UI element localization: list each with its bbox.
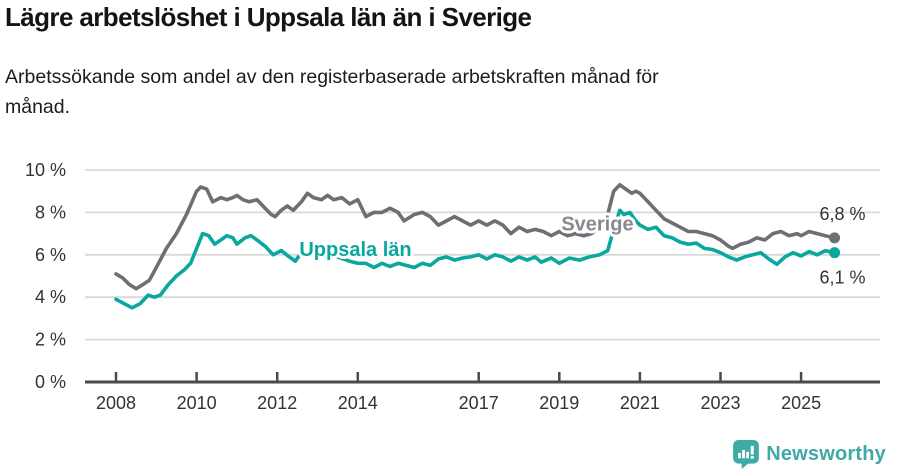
chart-title: Lägre arbetslöshet i Uppsala län än i Sv… [5, 2, 532, 32]
series-inline-label: Sverige [561, 213, 633, 235]
y-axis-tick-label: 6 % [35, 245, 66, 265]
x-axis-tick-label: 2019 [539, 393, 579, 413]
x-axis-tick-label: 2017 [459, 393, 499, 413]
y-axis-tick-label: 0 % [35, 372, 66, 392]
y-axis-tick-label: 10 % [25, 160, 66, 180]
series-end-value-label: 6,1 % [820, 268, 866, 288]
series-line-uppsala-län [114, 208, 837, 310]
x-axis-tick-label: 2021 [620, 393, 660, 413]
chart-subtitle: Arbetssökande som andel av den registerb… [5, 62, 659, 122]
chart-subtitle-line1: Arbetssökande som andel av den registerb… [5, 66, 659, 88]
x-axis-tick-label: 2014 [338, 393, 378, 413]
x-axis-tick-label: 2023 [700, 393, 740, 413]
y-axis-tick-label: 4 % [35, 287, 66, 307]
chart-subtitle-line2: månad. [5, 96, 71, 118]
series-end-value-label: 6,8 % [820, 204, 866, 224]
newsworthy-logo: Newsworthy [733, 440, 886, 469]
series-inline-label: Uppsala län [299, 239, 411, 261]
brand-name: Newsworthy [766, 443, 886, 465]
x-axis-tick-label: 2010 [177, 393, 217, 413]
series-end-dot [829, 232, 841, 244]
series-end-dot [829, 247, 841, 259]
series-line-sverige [114, 182, 837, 291]
y-axis-tick-label: 2 % [35, 330, 66, 350]
x-axis-tick-label: 2012 [257, 393, 297, 413]
y-axis-tick-label: 8 % [35, 202, 66, 222]
unemployment-line-chart: 0 % 2 % 4 % 6 % 8 % 10 % 2008 2010 2012 2014 2017 2… [25, 160, 880, 413]
x-axis-tick-label: 2025 [781, 393, 821, 413]
bar-chart-speech-bubble-icon [733, 440, 760, 469]
x-axis-tick-label: 2008 [96, 393, 136, 413]
